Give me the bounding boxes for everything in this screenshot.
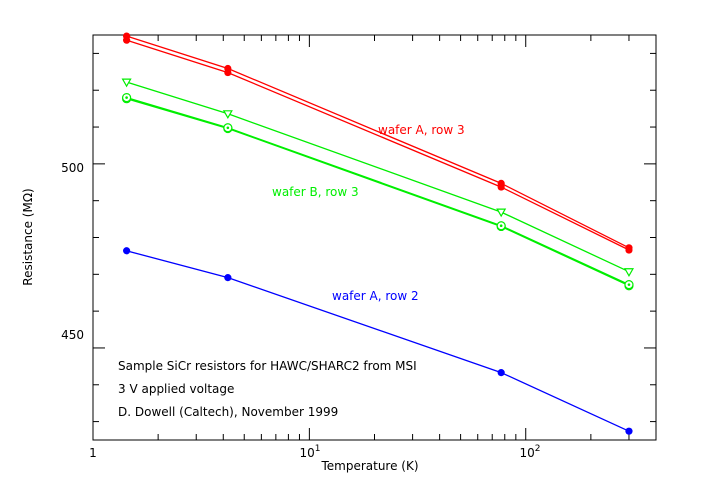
note-sample-description: Sample SiCr resistors for HAWC/SHARC2 fr… bbox=[118, 359, 417, 373]
series-line bbox=[126, 35, 630, 249]
data-point bbox=[123, 36, 131, 44]
series-label-wafer-b-row-3: wafer B, row 3 bbox=[272, 185, 359, 199]
x-tick-label-100-base: 10 bbox=[519, 446, 534, 460]
data-point-center bbox=[627, 283, 631, 286]
x-tick-label-100-exponent: 2 bbox=[535, 444, 541, 454]
data-point bbox=[623, 268, 635, 277]
data-point-center bbox=[499, 224, 503, 228]
data-point bbox=[224, 274, 232, 282]
x-tick-label-10-base: 10 bbox=[299, 446, 314, 460]
series-line bbox=[126, 81, 630, 273]
x-tick-label-10-exponent: 1 bbox=[315, 444, 321, 454]
y-tick-label-450: 450 bbox=[61, 328, 84, 342]
note-author-date: D. Dowell (Caltech), November 1999 bbox=[118, 405, 338, 419]
data-point-center bbox=[125, 96, 128, 99]
data-point bbox=[496, 208, 507, 218]
data-point bbox=[497, 183, 505, 191]
series-label-wafer-a-row-2: wafer A, row 2 bbox=[332, 289, 419, 303]
data-point bbox=[222, 110, 233, 120]
data-series bbox=[121, 32, 635, 435]
x-tick-label-100: 102 bbox=[519, 444, 540, 460]
x-tick-label-1: 1 bbox=[89, 446, 97, 460]
series-line bbox=[126, 39, 630, 251]
data-point bbox=[121, 78, 132, 88]
data-point bbox=[625, 427, 633, 435]
data-point-center bbox=[226, 126, 230, 130]
plot-frame bbox=[92, 34, 657, 441]
note-applied-voltage: 3 V applied voltage bbox=[118, 382, 234, 396]
axis-ticks bbox=[92, 35, 657, 440]
series-line bbox=[126, 98, 630, 287]
data-point bbox=[625, 246, 633, 254]
x-tick-label-10: 101 bbox=[299, 444, 320, 460]
data-point bbox=[123, 247, 131, 255]
y-tick-label-500: 500 bbox=[61, 161, 84, 175]
data-point bbox=[224, 68, 232, 77]
x-axis-label: Temperature (K) bbox=[320, 459, 418, 473]
data-point bbox=[497, 369, 505, 377]
y-axis-label: Resistance (MΩ) bbox=[21, 188, 35, 285]
series-label-wafer-a-row-3: wafer A, row 3 bbox=[378, 123, 465, 137]
series-line bbox=[126, 250, 630, 432]
series-line bbox=[126, 96, 630, 286]
